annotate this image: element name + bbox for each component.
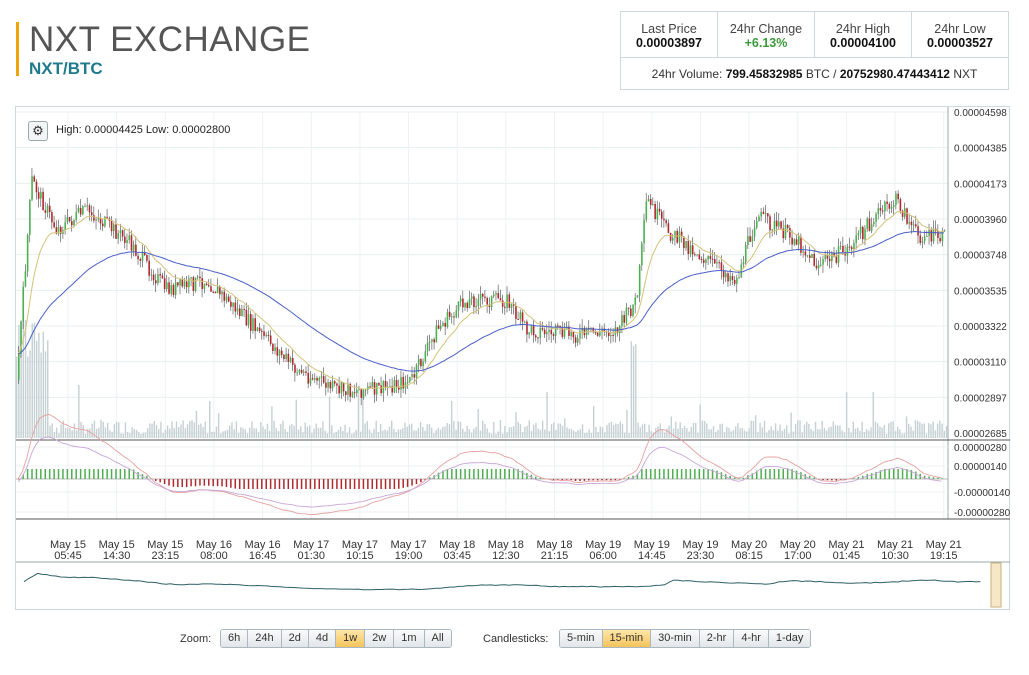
low-value: 0.00003527	[926, 36, 994, 50]
chart-controls: Zoom: 6h 24h 2d 4d 1w 2w 1m All Candlesticks: 5…	[0, 629, 1029, 649]
zoom-buttons: 6h 24h 2d 4d 1w 2w 1m All	[220, 629, 452, 648]
candlesticks-label: Candlesticks:	[483, 633, 549, 645]
last-price-label: Last Price	[641, 22, 697, 36]
zoom-button-1m[interactable]: 1m	[394, 630, 425, 647]
candle-button-2-hr[interactable]: 2-hr	[699, 630, 735, 647]
chart-frame[interactable]	[15, 106, 1010, 610]
market-stats-panel: Last Price 0.00003897 24hr Change +6.13%…	[620, 11, 1009, 90]
zoom-button-All[interactable]: All	[424, 630, 451, 647]
low-cell: 24hr Low 0.00003527	[912, 12, 1008, 57]
candle-button-30-min[interactable]: 30-min	[651, 630, 700, 647]
volume-separator: /	[833, 67, 837, 81]
page-title: NXT EXCHANGE	[29, 20, 311, 59]
zoom-button-1w[interactable]: 1w	[336, 630, 366, 647]
volume-btc-unit: BTC	[805, 67, 830, 81]
title-block: NXT EXCHANGE NXT/BTC	[16, 20, 311, 78]
change-cell: 24hr Change +6.13%	[718, 12, 815, 57]
high-cell: 24hr High 0.00004100	[815, 12, 912, 57]
zoom-label: Zoom:	[180, 633, 212, 645]
zoom-button-6h[interactable]: 6h	[221, 630, 249, 647]
zoom-button-4d[interactable]: 4d	[308, 630, 337, 647]
last-price-value: 0.00003897	[635, 36, 703, 50]
volume-nxt: 20752980.47443412	[839, 67, 950, 81]
last-price-cell: Last Price 0.00003897	[621, 12, 718, 57]
volume-label: 24hr Volume:	[651, 67, 723, 81]
volume-nxt-unit: NXT	[953, 67, 978, 81]
candlestick-buttons: 5-min 15-min 30-min 2-hr 4-hr 1-day	[559, 629, 812, 648]
zoom-button-2d[interactable]: 2d	[281, 630, 309, 647]
zoom-button-2w[interactable]: 2w	[365, 630, 395, 647]
candle-button-15-min[interactable]: 15-min	[602, 630, 652, 647]
candle-button-4-hr[interactable]: 4-hr	[734, 630, 769, 647]
candle-button-1-day[interactable]: 1-day	[768, 630, 811, 647]
zoom-button-24h[interactable]: 24h	[248, 630, 282, 647]
change-value: +6.13%	[744, 36, 788, 50]
high-value: 0.00004100	[829, 36, 897, 50]
low-label: 24hr Low	[934, 22, 986, 36]
high-low-readout: High: 0.00004425 Low: 0.00002800	[56, 124, 231, 136]
change-label: 24hr Change	[729, 22, 803, 36]
market-pair: NXT/BTC	[29, 59, 103, 78]
volume-btc: 799.45832985	[725, 67, 803, 81]
volume-row: 24hr Volume: 799.45832985 BTC / 20752980…	[621, 58, 1008, 91]
candle-button-5-min[interactable]: 5-min	[560, 630, 603, 647]
gear-icon[interactable]: ⚙	[28, 121, 48, 141]
high-label: 24hr High	[835, 22, 891, 36]
